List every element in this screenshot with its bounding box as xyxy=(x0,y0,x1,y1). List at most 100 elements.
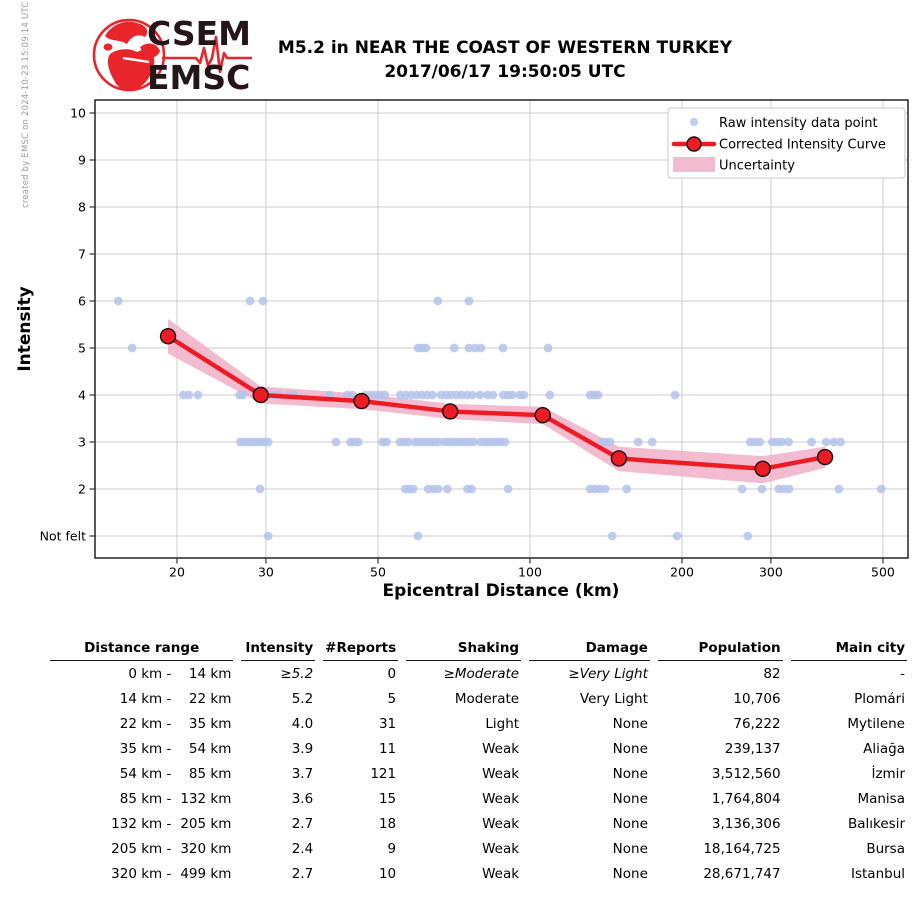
population-cell: 82 xyxy=(763,665,781,682)
raw-data-point xyxy=(421,343,431,353)
col-header-population: Population xyxy=(657,638,783,661)
x-axis-label: Epicentral Distance (km) xyxy=(383,581,620,601)
raw-data-point xyxy=(757,484,767,494)
legend-raw-point-label: Raw intensity data point xyxy=(719,116,878,131)
table-row: 22 km -35 km 4.0 31 Light None 76,222 Mytilene xyxy=(50,711,907,736)
x-tick-label: 50 xyxy=(370,565,386,580)
raw-data-point xyxy=(127,343,137,353)
shaking-cell: Weak xyxy=(482,740,520,757)
y-tick-label: 6 xyxy=(78,294,86,309)
intensity-summary-table: Distance range Intensity #Reports Shakin… xyxy=(42,638,915,886)
raw-data-point xyxy=(476,343,486,353)
raw-data-point xyxy=(498,343,508,353)
raw-data-point xyxy=(672,531,682,541)
raw-data-point xyxy=(263,437,273,447)
curve-point-marker xyxy=(816,448,834,466)
legend-uncertainty-label: Uncertainty xyxy=(719,159,795,174)
main-city-cell: İzmir xyxy=(871,765,905,782)
raw-data-point xyxy=(113,296,123,306)
raw-data-point xyxy=(737,484,747,494)
distance-range-cell: 35 km -54 km xyxy=(119,740,232,757)
raw-data-point xyxy=(184,390,194,400)
curve-point-marker xyxy=(610,450,628,467)
damage-cell: None xyxy=(612,790,648,807)
damage-cell: None xyxy=(612,740,648,757)
main-city-cell: - xyxy=(900,665,905,682)
title-block: M5.2 in NEAR THE COAST OF WESTERN TURKEY… xyxy=(240,36,770,84)
intensity-distance-chart: 20 30 50 100 200 300 500 10 9 8 7 6 5 4 3 2 Not felt Epi… xyxy=(15,99,909,601)
y-tick-label: 3 xyxy=(78,435,86,450)
population-cell: 1,764,804 xyxy=(711,790,781,807)
curve-point-marker xyxy=(441,403,459,420)
raw-data-point xyxy=(475,390,485,400)
raw-data-point xyxy=(834,484,844,494)
distance-range-cell: 132 km -205 km xyxy=(111,815,232,832)
shaking-cell: ≥Moderate xyxy=(443,665,520,682)
raw-data-point xyxy=(605,437,615,447)
main-city-cell: Plomári xyxy=(854,690,905,707)
shaking-cell: Light xyxy=(485,715,520,732)
raw-data-point xyxy=(238,390,248,400)
table-row: 320 km -499 km 2.7 10 Weak None 28,671,747 Ist… xyxy=(50,861,907,886)
table-row: 205 km -320 km 2.4 9 Weak None 18,164,725 Burs… xyxy=(50,836,907,861)
damage-cell: None xyxy=(612,865,648,882)
shaking-cell: Moderate xyxy=(454,690,520,707)
table-header-row: Distance range Intensity #Reports Shakin… xyxy=(50,638,907,661)
raw-data-point xyxy=(777,437,787,447)
logo-text-csem: CSEM xyxy=(147,14,251,53)
intensity-cell: 5.2 xyxy=(291,690,314,707)
raw-data-point xyxy=(784,484,794,494)
raw-data-point xyxy=(593,390,603,400)
table-body: 0 km -14 km ≥5.2 0 ≥Moderate ≥Very Light 82 - 1… xyxy=(50,661,907,886)
y-tick-label: 4 xyxy=(78,388,86,403)
reports-cell: 11 xyxy=(378,740,397,757)
emsc-logo: CSEM EMSC xyxy=(92,14,252,97)
shaking-cell: Weak xyxy=(482,790,520,807)
raw-intensity-points xyxy=(113,296,886,541)
table-row: 54 km -85 km 3.7 121 Weak None 3,512,560 İzmir xyxy=(50,761,907,786)
col-header-damage: Damage xyxy=(529,638,650,661)
raw-data-point xyxy=(464,343,474,353)
logo-continents-icon xyxy=(103,21,160,91)
raw-data-point xyxy=(353,437,363,447)
x-tick-label: 20 xyxy=(169,565,185,580)
table-row: 0 km -14 km ≥5.2 0 ≥Moderate ≥Very Light 82 - xyxy=(50,661,907,686)
legend-uncertainty-swatch-icon xyxy=(673,157,715,172)
intensity-cell: 2.4 xyxy=(291,840,314,857)
shaking-cell: Weak xyxy=(482,765,520,782)
legend-curve-marker-icon xyxy=(686,136,702,152)
raw-data-point xyxy=(263,531,273,541)
damage-cell: None xyxy=(612,765,648,782)
event-datetime: 2017/06/17 19:50:05 UTC xyxy=(384,62,626,82)
raw-data-point xyxy=(836,437,845,447)
watermark-created-by: created by EMSC on 2024-10-23 15:09:14 U… xyxy=(21,1,31,208)
reports-cell: 10 xyxy=(378,865,397,882)
raw-data-point xyxy=(433,296,443,306)
x-tick-label: 300 xyxy=(759,565,783,580)
distance-range-cell: 22 km -35 km xyxy=(119,715,232,732)
raw-data-point xyxy=(467,390,477,400)
raw-data-point xyxy=(545,390,555,400)
raw-data-point xyxy=(876,484,886,494)
col-header-shaking: Shaking xyxy=(406,638,522,661)
raw-data-point xyxy=(784,437,793,447)
population-cell: 28,671,747 xyxy=(703,865,781,882)
event-title: M5.2 in NEAR THE COAST OF WESTERN TURKEY xyxy=(277,38,733,58)
corrected-intensity-curve xyxy=(159,328,834,477)
x-tick-label: 500 xyxy=(871,565,895,580)
distance-range-cell: 85 km -132 km xyxy=(119,790,232,807)
raw-data-point xyxy=(600,484,610,494)
damage-cell: Very Light xyxy=(579,690,648,707)
population-cell: 3,136,306 xyxy=(711,815,781,832)
distance-range-cell: 205 km -320 km xyxy=(111,840,232,857)
table-row: 85 km -132 km 3.6 15 Weak None 1,764,804 Manis… xyxy=(50,786,907,811)
col-header-intensity: Intensity xyxy=(241,638,316,661)
population-cell: 239,137 xyxy=(724,740,781,757)
reports-cell: 9 xyxy=(387,840,397,857)
population-cell: 3,512,560 xyxy=(711,765,781,782)
distance-range-cell: 54 km -85 km xyxy=(119,765,232,782)
population-cell: 10,706 xyxy=(733,690,781,707)
raw-data-point xyxy=(755,437,765,447)
damage-cell: None xyxy=(612,815,648,832)
